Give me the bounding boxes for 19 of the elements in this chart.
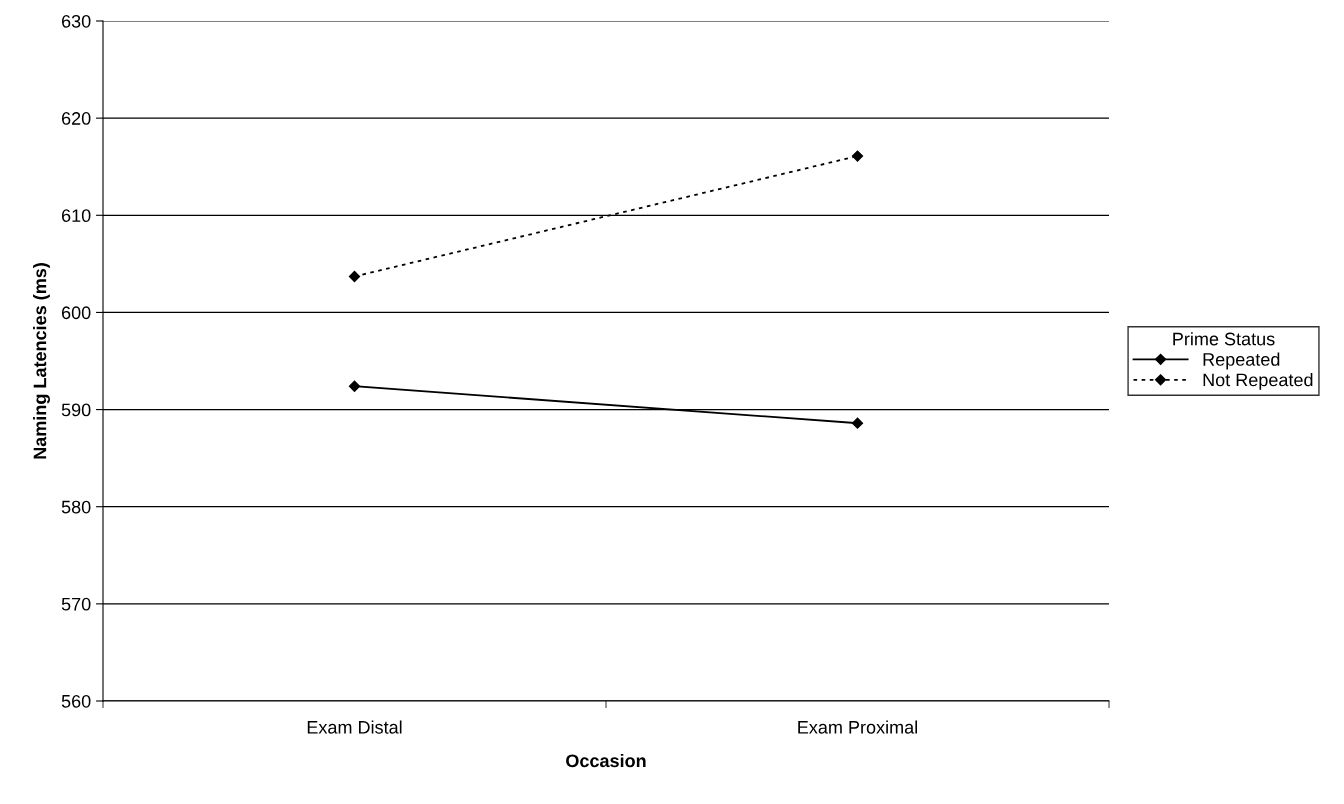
y-axis-title: Naming Latencies (ms) xyxy=(33,263,50,459)
point xyxy=(851,417,864,429)
x-tick-label: Exam Proximal xyxy=(798,720,917,734)
legend-label: Not Repeated xyxy=(1203,373,1313,390)
y-tick-label: 590 xyxy=(61,403,91,417)
y-tick-label: 570 xyxy=(61,597,91,611)
y-tick-label: 580 xyxy=(61,500,91,514)
point xyxy=(348,380,361,392)
x-tick-label: Exam Distal xyxy=(307,720,402,734)
y-tick-label: 610 xyxy=(61,209,91,223)
point xyxy=(851,150,864,162)
point xyxy=(348,270,361,283)
legend-label: Repeated xyxy=(1203,352,1280,370)
x-axis-title: Occasion xyxy=(566,753,646,768)
y-tick-label: 630 xyxy=(61,14,91,28)
y-tick-label: 560 xyxy=(61,694,91,708)
y-tick-label: 600 xyxy=(61,306,91,320)
legend-title: Prime Status xyxy=(1173,332,1275,346)
y-tick-label: 620 xyxy=(61,112,91,125)
